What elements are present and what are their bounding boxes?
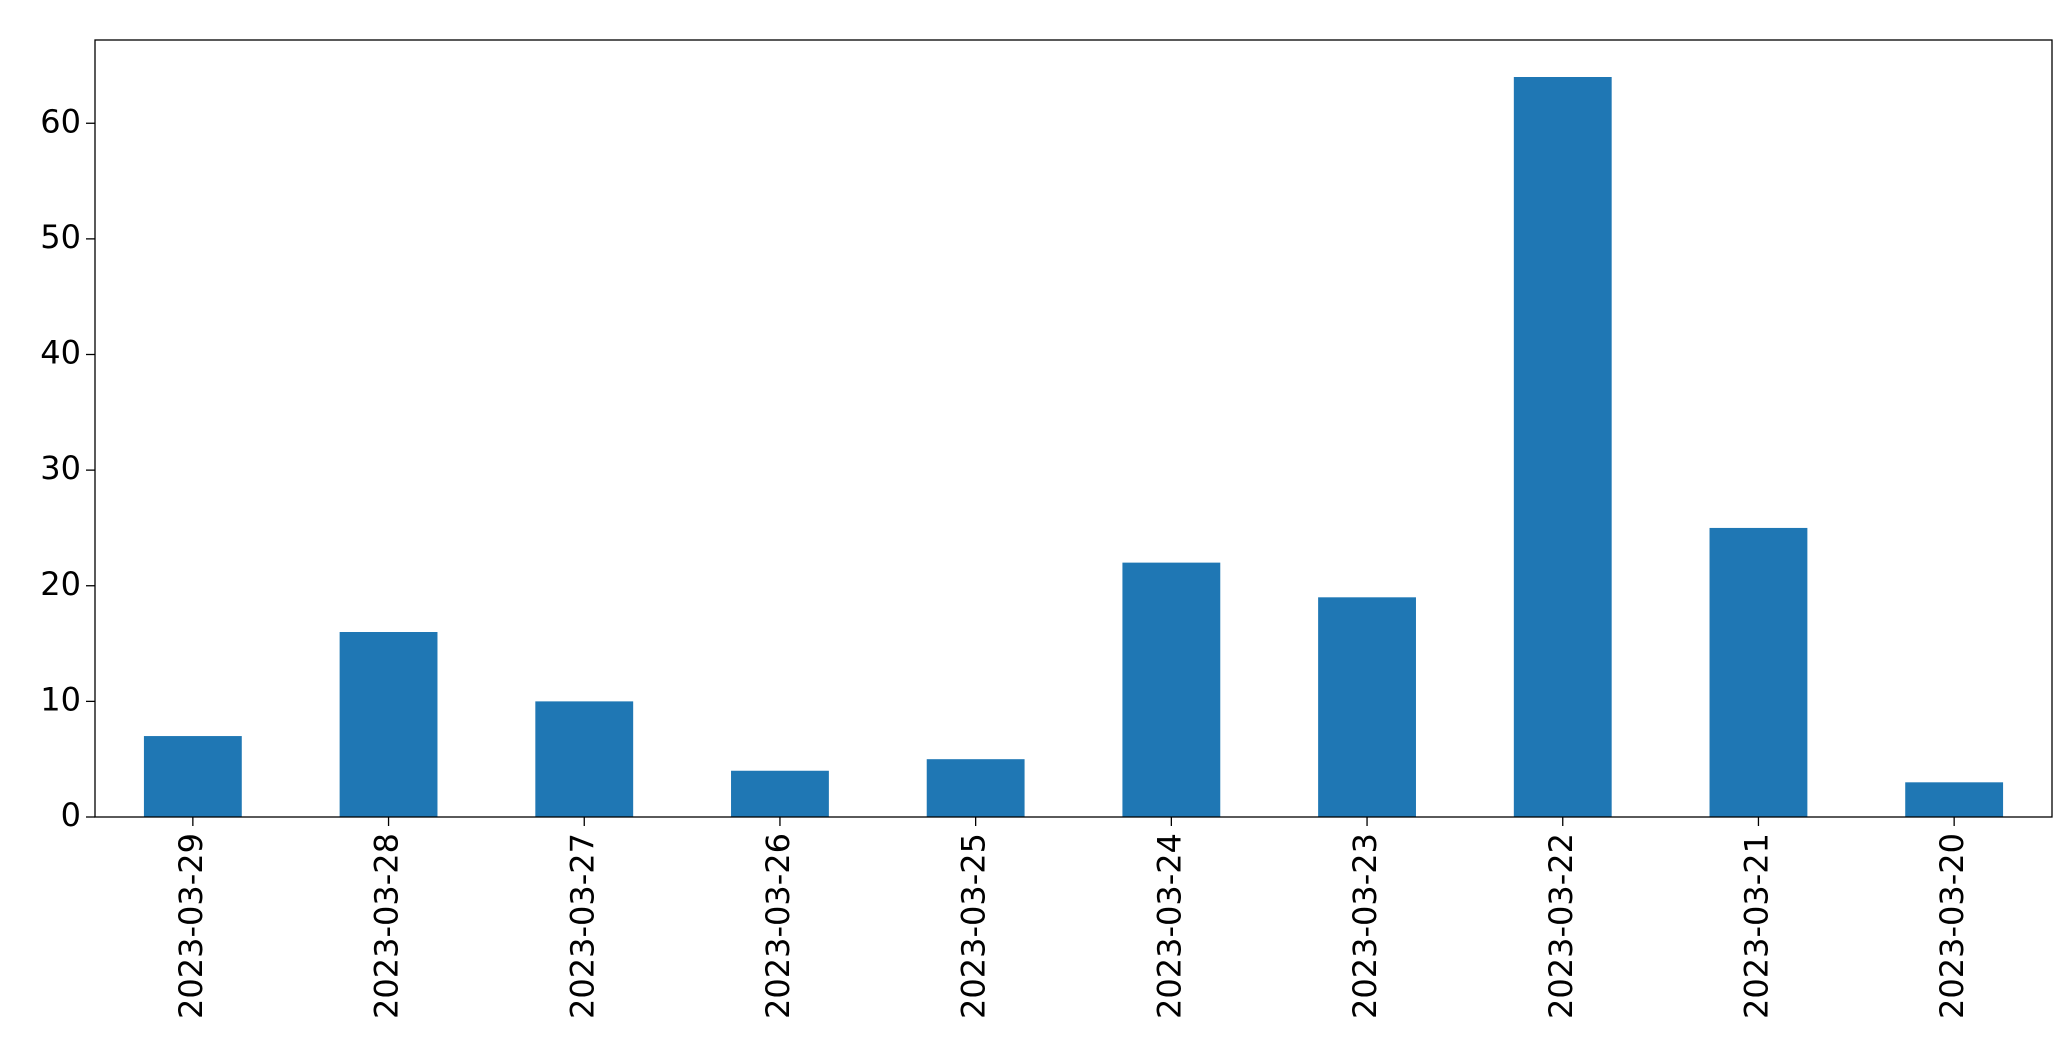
x-tick-label: 2023-03-20: [1933, 833, 1971, 1019]
y-tick-label: 0: [61, 796, 81, 834]
bar: [1122, 562, 1221, 817]
y-tick-label: 30: [40, 449, 81, 487]
bar: [143, 736, 242, 817]
bar: [1905, 782, 2004, 817]
bar: [1513, 77, 1612, 817]
bar: [1709, 527, 1808, 817]
bar: [535, 701, 634, 817]
x-tick-label: 2023-03-29: [172, 833, 210, 1019]
x-tick-label: 2023-03-27: [563, 833, 601, 1019]
axes-frame: [94, 39, 2053, 818]
y-tick-label: 10: [40, 680, 81, 718]
x-tick-label: 2023-03-22: [1542, 833, 1580, 1019]
y-tick-label: 60: [40, 102, 81, 140]
x-tick-label: 2023-03-21: [1737, 833, 1775, 1019]
bar: [731, 770, 829, 817]
x-tick-label: 2023-03-26: [759, 833, 797, 1019]
bar: [926, 759, 1025, 817]
x-tick-label: 2023-03-24: [1150, 833, 1188, 1019]
y-tick-label: 40: [40, 334, 81, 372]
x-tick-label: 2023-03-23: [1346, 833, 1384, 1019]
y-tick-label: 50: [40, 218, 81, 256]
x-tick-label: 2023-03-28: [368, 833, 406, 1019]
bar: [339, 632, 438, 817]
bar: [1318, 597, 1416, 817]
y-tick-label: 20: [40, 565, 81, 603]
x-tick-label: 2023-03-25: [955, 833, 993, 1019]
